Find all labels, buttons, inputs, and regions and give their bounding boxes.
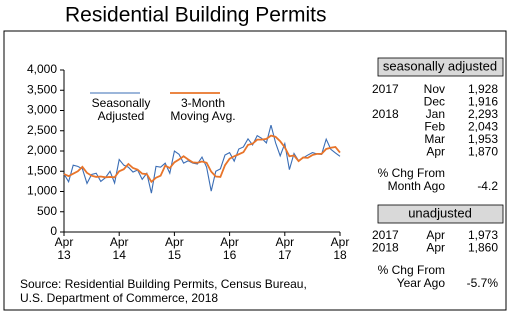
panel-value: 1,973 bbox=[468, 228, 498, 242]
panel-chg-label: % Chg From bbox=[378, 166, 445, 180]
panel-month: Feb bbox=[424, 120, 445, 134]
legend-label: Seasonally Adjusted bbox=[92, 96, 151, 123]
panel-header: seasonally adjusted bbox=[383, 58, 497, 73]
panel-month: Apr bbox=[426, 228, 445, 242]
x-tick-label-line: 17 bbox=[278, 248, 292, 262]
panel-chg-label: Year Ago bbox=[397, 276, 446, 290]
panel-value: 1,916 bbox=[468, 95, 498, 109]
x-tick-label-line: 18 bbox=[333, 248, 347, 262]
panel-chg-value: -4.2 bbox=[477, 179, 498, 193]
panel-value: 1,860 bbox=[468, 241, 498, 255]
legend-label-line: Moving Avg. bbox=[170, 109, 235, 123]
y-tick-label: 1,000 bbox=[27, 184, 57, 198]
x-tick-label-line: Apr bbox=[331, 235, 350, 249]
legend-label: 3-Month Moving Avg. bbox=[170, 96, 235, 123]
panel-month: Mar bbox=[424, 132, 445, 146]
panel-header: unadjusted bbox=[408, 205, 472, 220]
x-tick-label: Apr 18 bbox=[331, 235, 350, 262]
panel-value: 2,293 bbox=[468, 107, 498, 121]
x-tick-label-line: 16 bbox=[223, 248, 237, 262]
x-tick-label-line: Apr bbox=[55, 235, 74, 249]
panel-month: Nov bbox=[424, 82, 445, 96]
y-tick-label: 1,500 bbox=[27, 163, 57, 177]
x-tick-label-line: Apr bbox=[275, 235, 294, 249]
series-line bbox=[63, 134, 341, 184]
panel-chg-label: Month Ago bbox=[388, 179, 446, 193]
x-tick-label-line: Apr bbox=[110, 235, 129, 249]
panel-chg-value: -5.7% bbox=[467, 276, 499, 290]
panel-value: 1,928 bbox=[468, 82, 498, 96]
panel-month: Apr bbox=[426, 145, 445, 159]
y-tick-label: 4,000 bbox=[27, 62, 57, 76]
x-tick-label-line: Apr bbox=[165, 235, 184, 249]
panel-value: 2,043 bbox=[468, 120, 498, 134]
panel-chg-label: % Chg From bbox=[378, 263, 445, 277]
series-line bbox=[63, 124, 341, 194]
legend-label-line: Adjusted bbox=[98, 109, 145, 123]
x-tick-label-line: 15 bbox=[168, 248, 182, 262]
y-tick-label: 3,500 bbox=[27, 82, 57, 96]
x-tick-label: Apr 13 bbox=[55, 235, 74, 262]
x-tick-label: Apr 14 bbox=[110, 235, 129, 262]
legend-label-line: Seasonally bbox=[92, 96, 151, 110]
panel-month: Jan bbox=[426, 107, 445, 121]
source: Source: Residential Building Permits, Ce… bbox=[20, 277, 307, 291]
x-tick-label-line: 14 bbox=[113, 248, 127, 262]
x-tick-label: Apr 16 bbox=[220, 235, 239, 262]
y-tick-label: 2,000 bbox=[27, 143, 57, 157]
source: U.S. Department of Commerce, 2018 bbox=[20, 291, 218, 305]
y-tick-label: 500 bbox=[37, 204, 57, 218]
panel-header-box bbox=[377, 57, 504, 77]
frame bbox=[3, 30, 507, 311]
x-tick-label-line: Apr bbox=[220, 235, 239, 249]
panel-value: 1,870 bbox=[468, 145, 498, 159]
x-tick-label: Apr 17 bbox=[275, 235, 294, 262]
legend-label-line: 3-Month bbox=[181, 96, 225, 110]
panel-month: Dec bbox=[424, 95, 445, 109]
x-tick-label-line: 13 bbox=[57, 248, 71, 262]
panel-year: 2017 bbox=[372, 228, 399, 242]
panel-year: 2018 bbox=[372, 241, 399, 255]
y-tick-label: 3,000 bbox=[27, 103, 57, 117]
y-tick-label: 0 bbox=[50, 224, 57, 238]
panel-year: 2017 bbox=[372, 82, 399, 96]
x-tick-label: Apr 15 bbox=[165, 235, 184, 262]
panel-header-box bbox=[377, 204, 504, 224]
chart-title: Residential Building Permits bbox=[65, 4, 326, 27]
y-tick-label: 2,500 bbox=[27, 123, 57, 137]
panel-month: Apr bbox=[426, 241, 445, 255]
panel-year: 2018 bbox=[372, 107, 399, 121]
panel-value: 1,953 bbox=[468, 132, 498, 146]
